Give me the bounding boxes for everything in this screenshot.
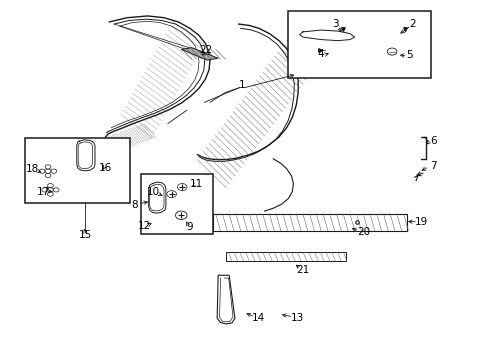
Text: 15: 15 xyxy=(79,230,92,240)
Text: 13: 13 xyxy=(290,313,303,323)
Polygon shape xyxy=(217,275,234,324)
Text: 5: 5 xyxy=(406,50,412,60)
Text: 12: 12 xyxy=(138,221,151,231)
Circle shape xyxy=(386,48,396,55)
Circle shape xyxy=(40,169,45,173)
Text: 14: 14 xyxy=(252,313,265,323)
Text: 20: 20 xyxy=(356,227,369,237)
Circle shape xyxy=(51,169,57,173)
Circle shape xyxy=(47,184,53,188)
Text: 6: 6 xyxy=(429,136,436,146)
Polygon shape xyxy=(181,48,218,60)
Circle shape xyxy=(166,190,176,198)
Circle shape xyxy=(177,184,186,190)
Text: 11: 11 xyxy=(189,179,203,189)
Circle shape xyxy=(53,188,59,192)
Text: 18: 18 xyxy=(26,165,39,174)
Bar xyxy=(25,138,130,203)
Circle shape xyxy=(175,211,186,220)
Circle shape xyxy=(45,169,51,173)
Text: 22: 22 xyxy=(199,45,212,55)
Text: 7: 7 xyxy=(429,161,436,171)
Text: 3: 3 xyxy=(331,19,338,29)
Text: 19: 19 xyxy=(414,217,427,227)
Text: 17: 17 xyxy=(37,187,50,197)
Text: 1: 1 xyxy=(238,80,245,90)
Circle shape xyxy=(41,188,47,192)
Circle shape xyxy=(45,173,51,177)
Text: 10: 10 xyxy=(146,187,160,197)
Text: 2: 2 xyxy=(408,19,415,29)
Circle shape xyxy=(45,165,51,169)
Text: 4: 4 xyxy=(317,49,324,59)
Text: 21: 21 xyxy=(296,265,309,275)
Circle shape xyxy=(47,188,53,192)
Bar xyxy=(287,12,430,78)
Bar xyxy=(226,252,346,261)
Circle shape xyxy=(47,192,53,196)
Polygon shape xyxy=(197,24,298,161)
Bar xyxy=(141,174,213,234)
Bar xyxy=(213,214,407,231)
Text: 8: 8 xyxy=(131,200,137,210)
Text: 16: 16 xyxy=(99,163,112,173)
Text: 9: 9 xyxy=(186,221,192,231)
